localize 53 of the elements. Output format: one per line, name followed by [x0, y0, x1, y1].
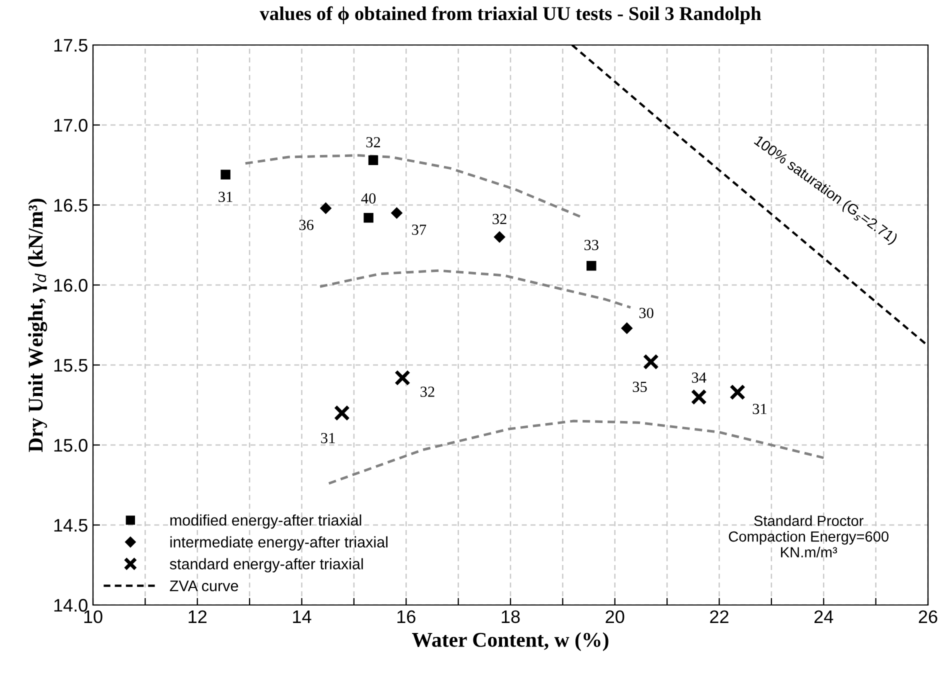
x-tick-label: 16 [397, 610, 416, 624]
line-series [318, 269, 632, 309]
x-tick-label: 14 [293, 610, 312, 623]
point [642, 354, 659, 370]
annotation: 40 [361, 193, 376, 204]
y-tick-label: 16.0 [54, 278, 88, 292]
point [220, 170, 230, 180]
point [586, 260, 596, 271]
y-tick-label: 14.0 [54, 598, 88, 612]
annotation: 34 [692, 372, 706, 383]
annotation: 100% saturation (G$_{s}$=2.71) [752, 134, 899, 246]
annotation: 31 [321, 432, 335, 444]
annotation: Standard Proctor Compaction Energy=600 KN.m/m³ [728, 515, 888, 558]
y-tick-label: 17.0 [54, 118, 88, 132]
annotation: 37 [412, 224, 426, 235]
point [364, 212, 374, 223]
x-tick-label: 12 [188, 610, 207, 623]
x-axis-title: Water Content, w (%) [412, 632, 608, 652]
point [690, 389, 707, 405]
legend-label: intermediate energy-after triaxial [170, 536, 388, 551]
point [394, 370, 410, 386]
legend-label: standard energy-after triaxial [170, 558, 363, 572]
x-tick-label: 26 [918, 610, 938, 624]
annotation: 30 [639, 308, 654, 318]
point [494, 231, 506, 243]
point [390, 207, 403, 219]
x-tick-label: 20 [606, 610, 624, 624]
legend-label: ZVA curve [170, 580, 238, 592]
annotation: 35 [632, 382, 647, 392]
x-tick-label: 18 [502, 610, 520, 624]
annotation: 31 [218, 192, 232, 202]
y-tick-label: 15.5 [54, 359, 88, 372]
y-tick-label: 15.0 [54, 438, 88, 452]
x-tick-label: 22 [710, 610, 728, 623]
annotation: 33 [584, 240, 598, 250]
annotation: 32 [420, 386, 434, 397]
point [620, 322, 633, 334]
annotation: 31 [752, 404, 766, 414]
x-tick-label: 24 [814, 610, 834, 623]
y-tick-label: 17.5 [54, 39, 88, 52]
annotation: 32 [366, 137, 380, 148]
point [730, 384, 746, 400]
annotation: 36 [299, 220, 314, 230]
annotation: 32 [492, 214, 506, 224]
x-tick-label: 10 [84, 610, 102, 624]
y-tick-label: 16.5 [54, 198, 88, 212]
chart-title: values of ϕ obtained from triaxial UU tests - Soil 3 Randolph [260, 6, 762, 24]
y-tick-label: 14.5 [54, 519, 88, 532]
point [320, 202, 332, 214]
legend-label: modified energy-after triaxial [170, 514, 362, 529]
point [368, 155, 378, 166]
y-axis-title: Dry Unit Weight, γ$_{d}$ (kN/m³) [28, 198, 48, 452]
point [334, 405, 350, 421]
